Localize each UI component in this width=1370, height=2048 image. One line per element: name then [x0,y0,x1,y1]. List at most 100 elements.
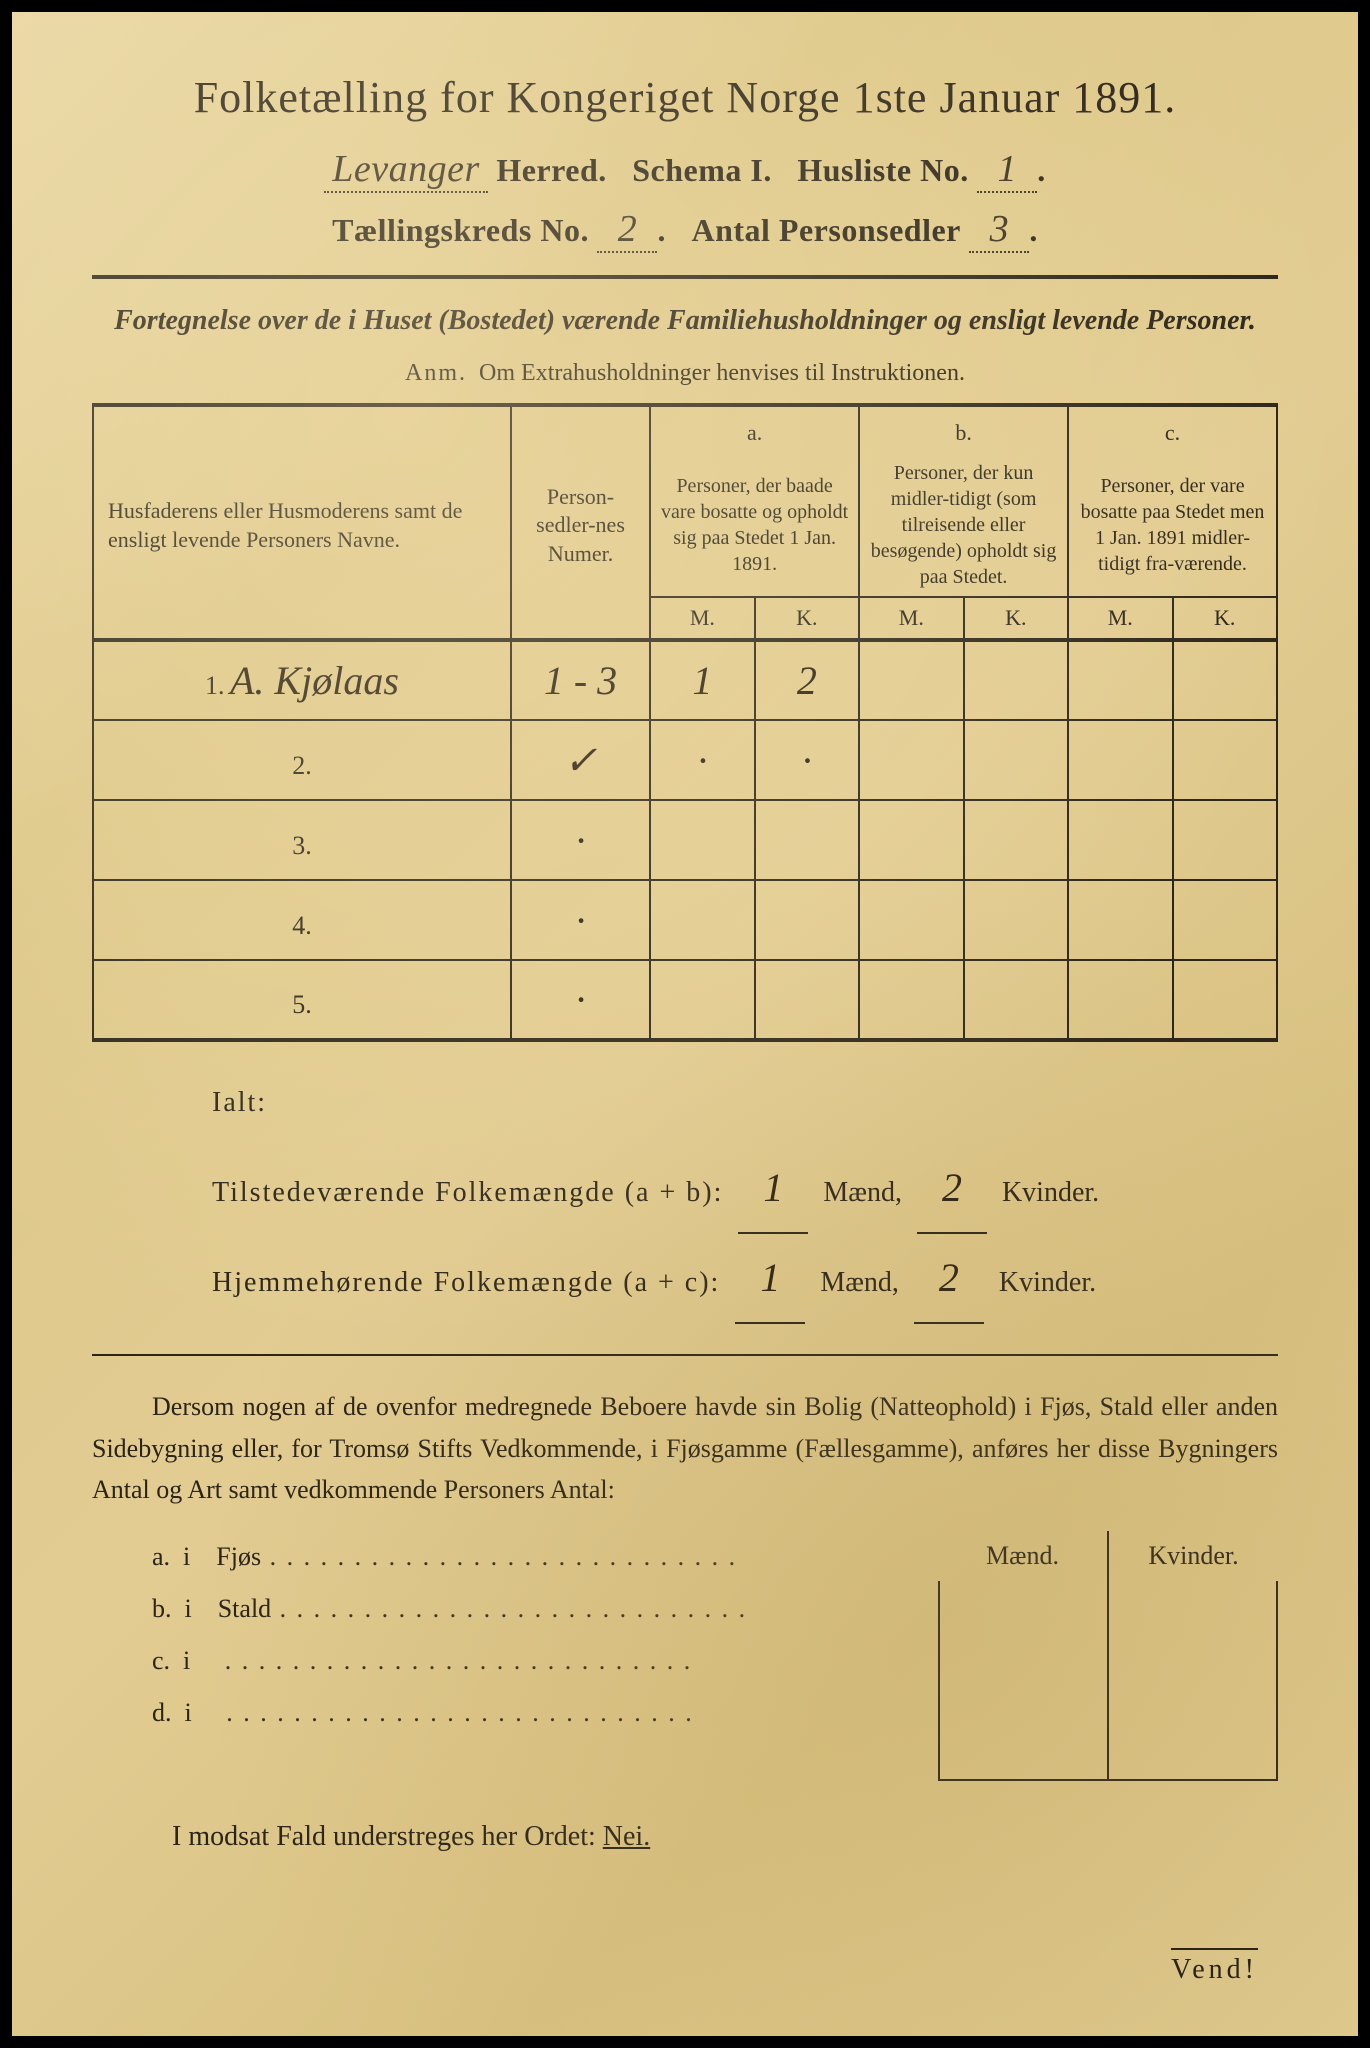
totals-line-1: Tilstedeværende Folkemængde (a + b): 1 M… [212,1144,1278,1234]
note-prefix: Anm. [405,360,467,386]
mk-header: K. [755,597,859,641]
sidebuilding-item: d. i . . . . . . . . . . . . . . . . . .… [152,1687,938,1739]
row-name-cell: 2. [93,720,511,800]
footer-nei: Nei. [603,1821,650,1852]
col-header-b: Personer, der kun midler-tidigt (som til… [859,454,1068,597]
maend-label: Mænd, [823,1177,902,1208]
maend-header: Mænd. [938,1531,1109,1581]
row-name-cell: 3. [93,800,511,880]
footer-line: I modsat Fald understreges her Ordet: Ne… [92,1821,1278,1853]
kvinder-label: Kvinder. [999,1267,1096,1298]
row-a-k: 2 [755,640,859,720]
mk-header: K. [1173,597,1278,641]
divider [92,1354,1278,1356]
row-num-cell: · [511,880,650,960]
kvinder-header: Kvinder. [1109,1531,1278,1581]
antal-label: Antal Personsedler [691,212,960,248]
row-c-k [1173,720,1278,800]
row-c-k [1173,960,1278,1040]
header-line-2: Tællingskreds No. 2. Antal Personsedler … [92,207,1278,253]
herred-value: Levanger [324,147,488,193]
schema-label: Schema I. [632,152,772,188]
mk-header: M. [859,597,963,641]
totals-line1-label: Tilstedeværende Folkemængde (a + b): [212,1177,723,1208]
row-num-cell: · [511,960,650,1040]
row-a-k [755,960,859,1040]
sidebuilding-paragraph: Dersom nogen af de ovenfor medregnede Be… [92,1386,1278,1511]
row-a-m: · [650,720,754,800]
col-header-num: Person-sedler-nes Numer. [511,405,650,640]
mk-column: Mænd. Kvinder. [938,1531,1278,1781]
mk-header: M. [650,597,754,641]
totals-line1-m: 1 [738,1144,808,1234]
row-num-cell: 1 - 3 [511,640,650,720]
col-header-c: Personer, der vare bosatte paa Stedet me… [1068,454,1277,597]
divider [92,275,1278,279]
table-row: 4. · [93,880,1277,960]
mk-header: M. [1068,597,1172,641]
kreds-value: 2 [597,207,657,253]
totals-line2-m: 1 [735,1234,805,1324]
kreds-label: Tællingskreds No. [332,212,589,248]
row-b-m [859,640,963,720]
row-name-cell: 5. [93,960,511,1040]
row-num-cell: ✓ [511,720,650,800]
note: Anm. Om Extrahusholdninger henvises til … [92,360,1278,387]
note-text: Om Extrahusholdninger henvises til Instr… [479,360,965,386]
sidebuilding-item: c. i . . . . . . . . . . . . . . . . . .… [152,1635,938,1687]
col-name-text: Husfaderens eller Husmoderens samt de en… [108,498,462,552]
row-b-m [859,880,963,960]
kvinder-cell [1109,1581,1276,1779]
husliste-label: Husliste No. [797,152,968,188]
row-c-k [1173,800,1278,880]
row-a-m: 1 [650,640,754,720]
kvinder-label: Kvinder. [1002,1177,1099,1208]
row-num-cell: · [511,800,650,880]
row-a-k: · [755,720,859,800]
row-a-m [650,880,754,960]
table-row: 5. · [93,960,1277,1040]
row-c-k [1173,880,1278,960]
row-c-m [1068,960,1172,1040]
totals-line-2: Hjemmehørende Folkemængde (a + c): 1 Mæn… [212,1234,1278,1324]
header-line-1: Levanger Herred. Schema I. Husliste No. … [92,147,1278,193]
col-header-name: Husfaderens eller Husmoderens samt de en… [93,405,511,640]
row-b-k [964,800,1068,880]
row-a-m [650,800,754,880]
page-title: Folketælling for Kongeriget Norge 1ste J… [92,72,1278,123]
row-c-m [1068,640,1172,720]
row-a-k [755,880,859,960]
sidebuilding-item: a. i Fjøs . . . . . . . . . . . . . . . … [152,1531,938,1583]
subtitle: Fortegnelse over de i Huset (Bostedet) v… [92,301,1278,340]
table-row: 3. · [93,800,1277,880]
antal-value: 3 [969,207,1029,253]
row-b-m [859,960,963,1040]
row-b-k [964,720,1068,800]
census-table: Husfaderens eller Husmoderens samt de en… [92,403,1278,1042]
row-b-k [964,960,1068,1040]
husliste-value: 1 [977,147,1037,193]
row-a-k [755,800,859,880]
row-b-k [964,640,1068,720]
row-name-cell: 4. [93,880,511,960]
footer-text: I modsat Fald understreges her Ordet: [172,1821,596,1852]
row-c-m [1068,880,1172,960]
totals-line2-k: 2 [914,1234,984,1324]
ialt-label: Ialt: [212,1072,1278,1134]
row-b-m [859,720,963,800]
totals-line2-label: Hjemmehørende Folkemængde (a + c): [212,1267,720,1298]
maend-cell [940,1581,1109,1779]
row-a-m [650,960,754,1040]
row-name-cell: 1. A. Kjølaas [93,640,511,720]
table-row: 2. ✓ · · [93,720,1277,800]
col-c-letter: c. [1068,405,1277,454]
totals-block: Ialt: Tilstedeværende Folkemængde (a + b… [212,1072,1278,1324]
vend-label: Vend! [1171,1948,1258,1986]
herred-label: Herred. [496,152,606,188]
totals-line1-k: 2 [917,1144,987,1234]
table-row: 1. A. Kjølaas 1 - 3 1 2 [93,640,1277,720]
mk-header: K. [964,597,1068,641]
col-header-a: Personer, der baade vare bosatte og opho… [650,454,859,597]
maend-label: Mænd, [820,1267,899,1298]
census-form-page: Folketælling for Kongeriget Norge 1ste J… [0,0,1370,2048]
